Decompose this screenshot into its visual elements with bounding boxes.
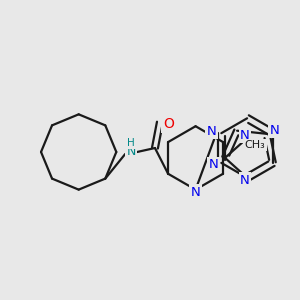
Text: N: N bbox=[191, 185, 200, 199]
Text: O: O bbox=[163, 117, 174, 131]
Text: N: N bbox=[127, 146, 136, 158]
Text: CH₃: CH₃ bbox=[245, 140, 266, 150]
Text: N: N bbox=[240, 129, 250, 142]
Text: N: N bbox=[208, 158, 218, 171]
Text: N: N bbox=[270, 124, 279, 137]
Text: H: H bbox=[127, 138, 135, 148]
Text: N: N bbox=[240, 174, 250, 187]
Text: N: N bbox=[207, 125, 216, 138]
